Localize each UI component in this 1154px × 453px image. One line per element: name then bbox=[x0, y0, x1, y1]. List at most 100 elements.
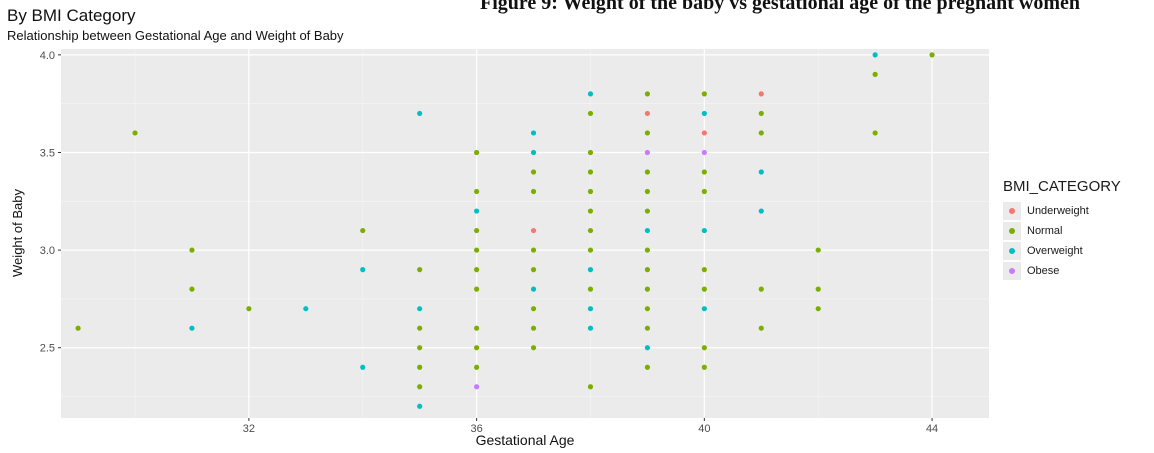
point-normal bbox=[530, 325, 537, 331]
legend-dot-normal bbox=[1009, 228, 1015, 234]
point-overweight bbox=[189, 325, 195, 331]
point-normal bbox=[644, 267, 651, 273]
point-obese bbox=[701, 149, 707, 156]
point-normal bbox=[644, 169, 651, 175]
point-normal bbox=[644, 364, 651, 370]
point-overweight bbox=[530, 149, 537, 156]
point-normal bbox=[587, 286, 594, 292]
point-underweight bbox=[530, 227, 537, 234]
point-normal bbox=[530, 345, 537, 351]
point-overweight bbox=[758, 169, 764, 175]
point-normal bbox=[644, 286, 651, 292]
point-normal bbox=[644, 306, 651, 312]
point-normal bbox=[587, 247, 594, 253]
point-overweight bbox=[417, 306, 423, 312]
point-normal bbox=[701, 169, 707, 175]
y-tick-label: 3.0 bbox=[40, 245, 55, 257]
point-normal bbox=[929, 52, 935, 58]
point-overweight bbox=[587, 91, 594, 97]
point-normal bbox=[815, 306, 821, 312]
point-normal bbox=[417, 325, 423, 331]
point-normal bbox=[587, 149, 594, 156]
point-normal bbox=[644, 325, 651, 331]
point-obese bbox=[474, 384, 480, 390]
point-overweight bbox=[417, 403, 423, 409]
point-normal bbox=[701, 267, 707, 273]
axis-ticks: 32 36 40 44 2.5 3.0 3.5 4.0 bbox=[40, 50, 938, 435]
point-overweight bbox=[644, 227, 651, 234]
legend-label: Obese bbox=[1027, 265, 1060, 277]
point-normal bbox=[189, 247, 195, 253]
point-normal bbox=[530, 188, 537, 195]
point-normal bbox=[644, 247, 651, 253]
point-overweight bbox=[587, 306, 594, 312]
point-normal bbox=[530, 267, 537, 273]
point-normal bbox=[75, 325, 81, 331]
y-tick-label: 2.5 bbox=[40, 343, 55, 355]
point-underweight bbox=[644, 110, 651, 117]
legend-item-normal: Normal bbox=[1003, 221, 1153, 241]
point-normal bbox=[474, 325, 480, 331]
point-normal bbox=[530, 306, 537, 312]
point-obese bbox=[644, 149, 651, 156]
point-overweight bbox=[303, 306, 309, 312]
point-normal bbox=[246, 306, 252, 312]
point-normal bbox=[644, 130, 651, 136]
x-tick-label: 40 bbox=[698, 423, 710, 435]
cropped-heading: Figure 9: Weight of the baby vs gestatio… bbox=[480, 0, 1080, 14]
point-normal bbox=[587, 169, 594, 175]
point-normal bbox=[758, 130, 764, 136]
point-normal bbox=[530, 169, 537, 175]
point-normal bbox=[701, 91, 707, 97]
point-normal bbox=[701, 364, 707, 370]
point-normal bbox=[587, 227, 594, 234]
legend-dot-underweight bbox=[1009, 208, 1015, 214]
point-normal bbox=[644, 91, 651, 97]
point-normal bbox=[474, 286, 480, 292]
point-underweight bbox=[758, 91, 764, 97]
point-normal bbox=[417, 384, 423, 390]
point-normal bbox=[360, 227, 366, 234]
point-normal bbox=[189, 286, 195, 292]
point-normal bbox=[815, 247, 821, 253]
point-normal bbox=[417, 345, 423, 351]
point-normal bbox=[587, 208, 594, 214]
y-tick-label: 3.5 bbox=[40, 147, 55, 159]
point-normal bbox=[530, 247, 537, 253]
point-overweight bbox=[872, 52, 878, 58]
chart-subtitle: Relationship between Gestational Age and… bbox=[7, 28, 344, 43]
point-overweight bbox=[644, 345, 651, 351]
point-normal bbox=[701, 188, 707, 195]
point-overweight bbox=[360, 267, 366, 273]
point-overweight bbox=[587, 267, 594, 273]
x-axis-label: Gestational Age bbox=[476, 432, 575, 448]
legend-title: BMI_CATEGORY bbox=[1003, 178, 1121, 195]
point-normal bbox=[587, 384, 594, 390]
point-overweight bbox=[417, 110, 423, 117]
legend-item-obese: Obese bbox=[1003, 261, 1153, 281]
point-normal bbox=[474, 188, 480, 195]
point-normal bbox=[758, 110, 764, 117]
point-normal bbox=[701, 345, 707, 351]
point-normal bbox=[644, 208, 651, 214]
point-normal bbox=[587, 110, 594, 117]
point-normal bbox=[815, 286, 821, 292]
point-normal bbox=[474, 247, 480, 253]
point-underweight bbox=[701, 130, 707, 136]
chart-title: By BMI Category bbox=[7, 6, 136, 25]
point-normal bbox=[758, 325, 764, 331]
point-overweight bbox=[530, 130, 537, 136]
point-overweight bbox=[701, 306, 707, 312]
point-overweight bbox=[701, 110, 707, 117]
y-axis-label: Weight of Baby bbox=[10, 189, 25, 277]
point-normal bbox=[474, 149, 480, 156]
legend-dot-obese bbox=[1009, 268, 1015, 274]
point-normal bbox=[474, 267, 480, 273]
legend-label: Overweight bbox=[1027, 245, 1083, 257]
point-normal bbox=[587, 188, 594, 195]
point-normal bbox=[474, 227, 480, 234]
x-tick-label: 36 bbox=[470, 423, 482, 435]
legend-label: Normal bbox=[1027, 225, 1063, 237]
point-overweight bbox=[701, 227, 707, 234]
